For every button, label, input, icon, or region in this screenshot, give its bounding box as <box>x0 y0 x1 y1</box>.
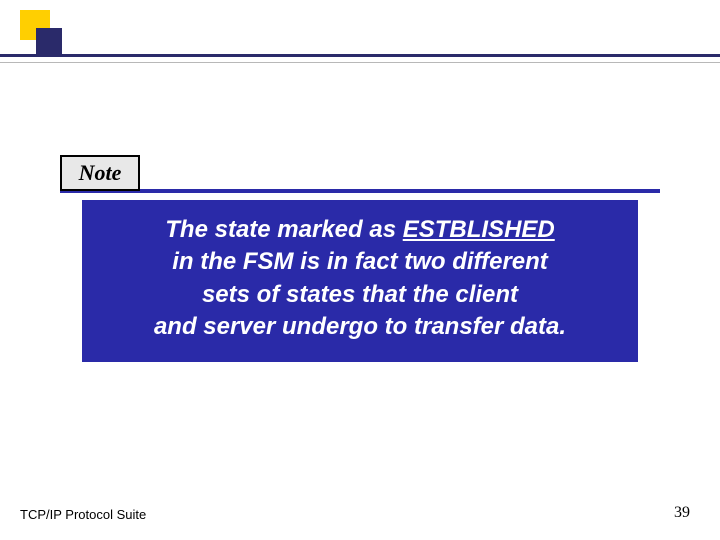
callout-line-4: and server undergo to transfer data. <box>94 311 626 343</box>
callout-line-1-pre: The state marked as <box>165 216 402 243</box>
header-rule-light <box>0 62 720 63</box>
callout-line-3: sets of states that the client <box>94 279 626 311</box>
callout-line-1-underline: ESTBLISHED <box>403 216 555 243</box>
header-rule-dark <box>0 54 720 57</box>
page-number: 39 <box>674 504 690 522</box>
note-rule <box>60 189 660 193</box>
note-label: Note <box>79 160 122 186</box>
footer-source: TCP/IP Protocol Suite <box>20 507 146 522</box>
note-label-box: Note <box>60 155 140 191</box>
slide-header-decor <box>0 0 720 75</box>
callout-box: The state marked as ESTBLISHED in the FS… <box>82 200 638 362</box>
callout-line-1: The state marked as ESTBLISHED <box>94 214 626 246</box>
callout-line-2: in the FSM is in fact two different <box>94 246 626 278</box>
navy-square-icon <box>36 28 62 54</box>
